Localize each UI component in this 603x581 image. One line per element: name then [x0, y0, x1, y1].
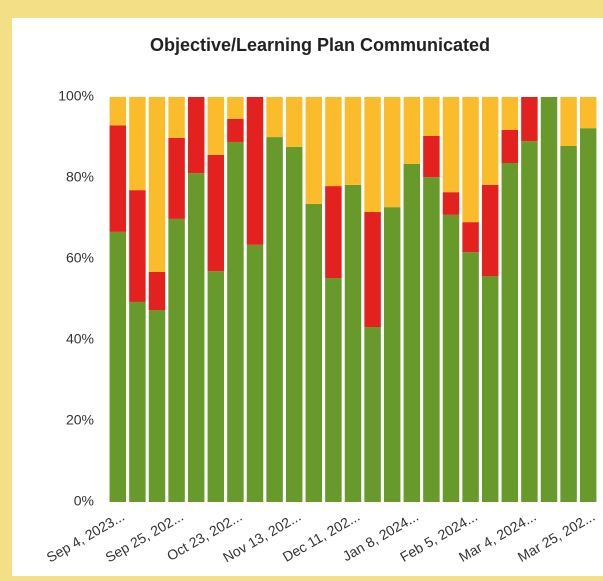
bar-segment	[481, 276, 499, 502]
bar-segment	[109, 97, 127, 126]
bar-segment	[403, 163, 421, 502]
bar-segment	[227, 118, 244, 142]
bar-segment	[364, 212, 381, 328]
bar-segment	[227, 141, 244, 502]
bar-segment	[325, 97, 342, 187]
bar-segment	[325, 278, 342, 502]
bar-segment	[207, 271, 225, 502]
bar-segment	[481, 97, 499, 185]
bar-segment	[168, 218, 185, 502]
bar-segment	[129, 97, 146, 191]
bar-segment	[207, 97, 225, 155]
bar-segment	[285, 146, 303, 502]
bar-segment	[579, 97, 597, 129]
bar-segment	[187, 97, 205, 174]
bar-segment	[442, 97, 460, 193]
y-tick-label: 80%	[66, 169, 94, 185]
bar-segment	[364, 327, 381, 502]
y-tick-label: 20%	[66, 412, 94, 428]
bar-segment	[501, 129, 519, 164]
bar-segment	[423, 97, 440, 136]
bar-segment	[109, 125, 127, 232]
bar-segment	[266, 137, 283, 502]
bar-segment	[344, 97, 362, 185]
bar-segment	[501, 97, 519, 130]
y-tick-label: 0%	[74, 493, 94, 509]
bar-segment	[383, 207, 401, 502]
bar-segment	[266, 97, 283, 138]
bar-segment	[501, 163, 519, 502]
bar-segment	[246, 97, 264, 245]
bar-segment	[442, 192, 460, 215]
bar-segment	[560, 146, 577, 502]
bar-segment	[423, 135, 440, 178]
bar-segment	[540, 97, 558, 502]
bar-segment	[344, 184, 362, 502]
bar-segment	[227, 97, 244, 119]
bar-segment	[168, 97, 185, 138]
bar-segment	[109, 231, 127, 503]
bar-segment	[325, 186, 342, 279]
bar-segment	[383, 97, 401, 208]
bar-segment	[579, 128, 597, 502]
bar-segment	[462, 222, 479, 253]
y-tick-label: 60%	[66, 250, 94, 266]
bar-segment	[129, 190, 146, 302]
bar-segment	[168, 137, 185, 219]
bar-segment	[148, 97, 166, 272]
bar-segment	[403, 97, 421, 164]
bar-segment	[462, 97, 479, 223]
bar-segment	[521, 141, 538, 502]
bar-segment	[187, 173, 205, 502]
bar-segment	[207, 154, 225, 272]
bar-segment	[148, 271, 166, 311]
bar-segment	[129, 301, 146, 502]
bar-segment	[442, 214, 460, 503]
bar-segment	[462, 252, 479, 502]
bar-segment	[423, 177, 440, 502]
bar-segment	[364, 97, 381, 213]
bar-segment	[246, 244, 264, 502]
bar-segment	[560, 97, 577, 147]
bar-segment	[148, 310, 166, 502]
bar-segment	[481, 184, 499, 277]
bar-segment	[305, 203, 323, 503]
y-tick-label: 40%	[66, 331, 94, 347]
bar-segment	[521, 97, 538, 142]
bar-segment	[305, 97, 323, 204]
bar-segment	[285, 97, 303, 147]
chart-title: Objective/Learning Plan Communicated	[150, 35, 490, 55]
y-tick-label: 100%	[58, 88, 94, 104]
